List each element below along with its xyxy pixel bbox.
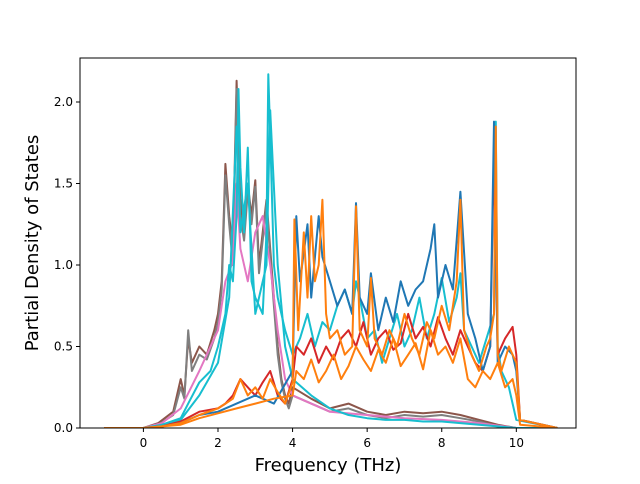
series-line-9 <box>104 329 558 428</box>
y-tick-label: 0.0 <box>54 421 73 435</box>
x-tick-label: 0 <box>140 436 148 450</box>
series-line-5 <box>104 109 558 428</box>
series-line-2 <box>104 88 558 428</box>
axes-layer: 0 2 4 6 8 10 0.0 0.5 1.0 1.5 2.0 <box>54 57 577 450</box>
x-tick-label: 6 <box>363 436 371 450</box>
plot-frame <box>79 57 577 429</box>
y-tick-label: 2.0 <box>54 95 73 109</box>
y-axis-label: Partial Density of States <box>22 135 43 352</box>
y-tick-label: 0.5 <box>54 340 73 354</box>
series-line-3 <box>104 182 558 428</box>
x-axis-label: Frequency (THz) <box>255 455 402 476</box>
x-tick-label: 2 <box>214 436 222 450</box>
y-tick-label: 1.5 <box>54 177 73 191</box>
series-layer <box>104 73 558 428</box>
y-tick-label: 1.0 <box>54 258 73 272</box>
series-line-7 <box>104 120 558 428</box>
x-tick-label: 10 <box>509 436 524 450</box>
series-line-8 <box>104 125 558 428</box>
x-tick-label: 4 <box>289 436 297 450</box>
x-tick-label: 8 <box>438 436 446 450</box>
